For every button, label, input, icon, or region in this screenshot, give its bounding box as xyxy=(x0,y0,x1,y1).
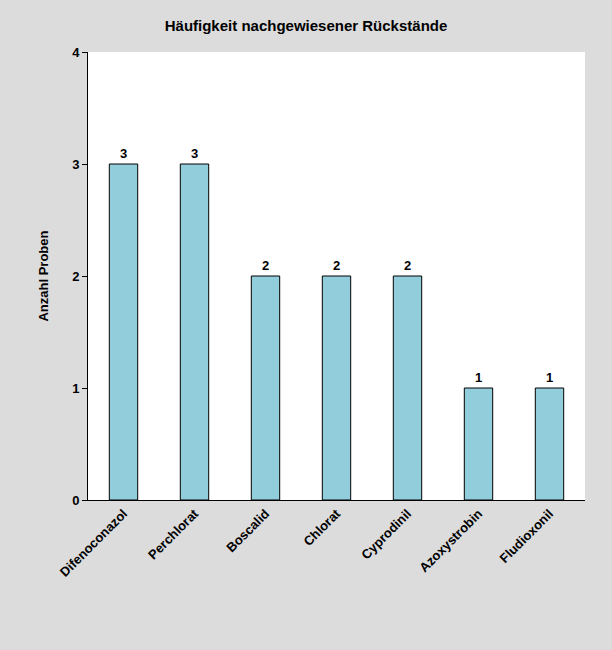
svg-text:Fludioxonil: Fludioxonil xyxy=(497,506,557,566)
svg-text:1: 1 xyxy=(72,381,79,396)
svg-text:Häufigkeit nachgewiesener Rück: Häufigkeit nachgewiesener Rückstände xyxy=(165,17,448,34)
svg-text:1: 1 xyxy=(546,370,553,385)
svg-text:3: 3 xyxy=(191,146,198,161)
svg-text:3: 3 xyxy=(120,146,127,161)
svg-text:Perchlorat: Perchlorat xyxy=(145,506,202,563)
svg-text:Anzahl Proben: Anzahl Proben xyxy=(36,230,51,321)
svg-text:2: 2 xyxy=(72,269,79,284)
svg-text:2: 2 xyxy=(333,258,340,273)
svg-text:Boscalid: Boscalid xyxy=(223,506,272,555)
svg-text:Chlorat: Chlorat xyxy=(300,506,343,549)
svg-text:Difenoconazol: Difenoconazol xyxy=(57,506,130,579)
svg-text:3: 3 xyxy=(72,157,79,172)
svg-text:Azoxystrobin: Azoxystrobin xyxy=(416,506,485,575)
svg-text:4: 4 xyxy=(72,45,80,60)
svg-text:0: 0 xyxy=(72,493,79,508)
svg-text:1: 1 xyxy=(475,370,482,385)
svg-text:2: 2 xyxy=(262,258,269,273)
svg-text:2: 2 xyxy=(404,258,411,273)
svg-text:Cyprodinil: Cyprodinil xyxy=(358,506,414,562)
